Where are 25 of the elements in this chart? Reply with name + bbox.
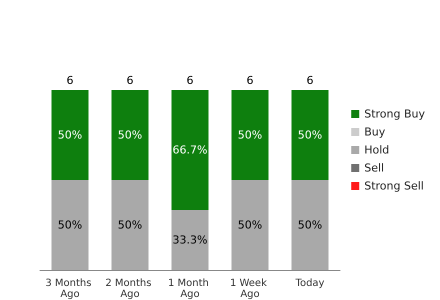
x-tick-label: Today (294, 278, 325, 289)
data-label: 50% (298, 218, 322, 232)
annotation: 6 (186, 74, 194, 87)
x-tick-label: 2 Months Ago (105, 278, 155, 300)
data-label: 50% (238, 218, 262, 232)
annotation: 6 (66, 74, 74, 87)
legend-label: Strong Buy (364, 108, 426, 120)
data-label: 50% (118, 218, 142, 232)
x-tick-label: 1 Week Ago (230, 278, 270, 300)
data-label: 50% (238, 128, 262, 142)
legend-label: Sell (364, 162, 384, 174)
annotation: 6 (246, 74, 254, 87)
data-label: 50% (118, 128, 142, 142)
legend-label: Hold (364, 144, 390, 156)
data-label: 33.3% (172, 234, 208, 247)
legend-label: Buy (364, 126, 386, 138)
annotation: 6 (126, 74, 134, 87)
x-tick-label: 3 Months Ago (45, 278, 95, 300)
data-label: 50% (58, 218, 82, 232)
annotation: 6 (306, 74, 314, 87)
data-label: 50% (58, 128, 82, 142)
x-tick-label: 1 Month Ago (168, 278, 212, 300)
legend-label: Strong Sell (364, 180, 424, 192)
data-label: 50% (298, 128, 322, 142)
data-label: 66.7% (172, 144, 208, 157)
